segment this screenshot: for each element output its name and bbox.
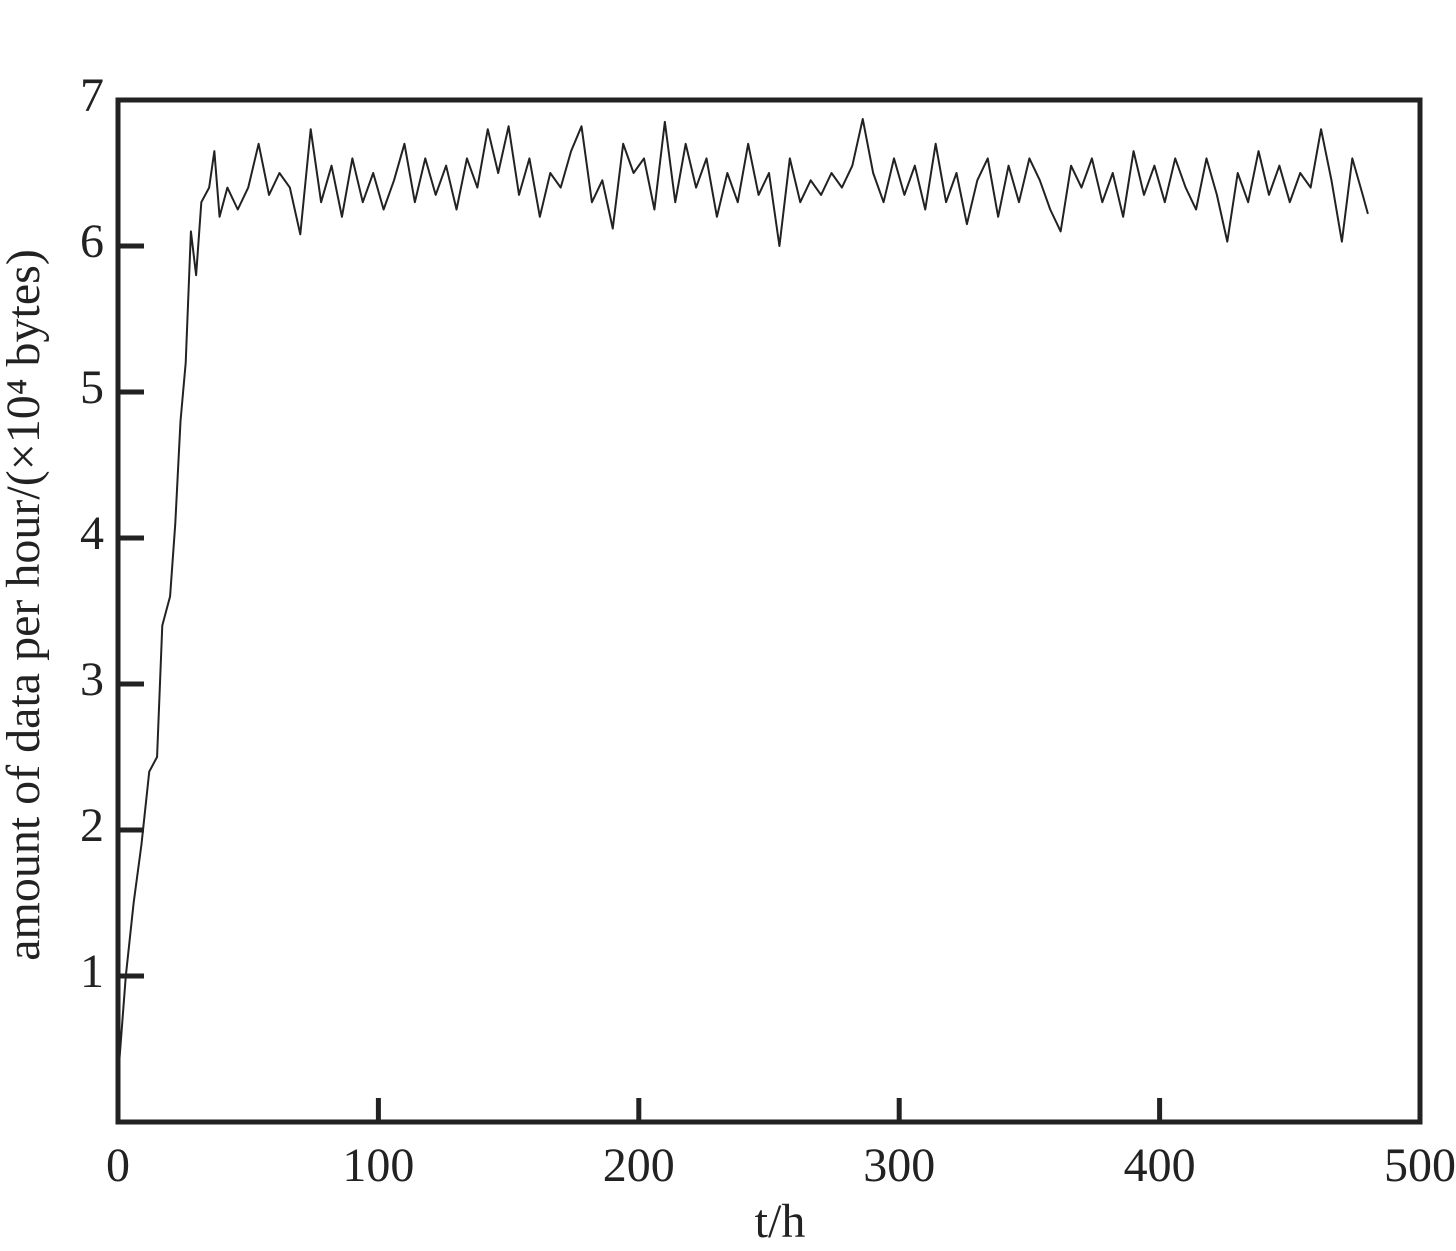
y-axis-label: amount of data per hour/(×10⁴ bytes) [0, 249, 50, 961]
y-tick-label: 7 [80, 69, 104, 122]
y-tick-label: 2 [80, 799, 104, 852]
x-tick-label: 400 [1124, 1139, 1196, 1192]
x-tick-label: 300 [863, 1139, 935, 1192]
x-tick-label: 0 [106, 1139, 130, 1192]
y-tick-label: 1 [80, 945, 104, 998]
plot-frame [115, 97, 1423, 1125]
y-tick-label: 6 [80, 215, 104, 268]
x-tick-label: 200 [603, 1139, 675, 1192]
x-tick-label: 100 [342, 1139, 414, 1192]
x-axis-label: t/h [755, 1195, 806, 1246]
y-tick-label: 4 [80, 507, 104, 560]
y-tick-label: 3 [80, 653, 104, 706]
x-tick-label: 500 [1384, 1139, 1456, 1192]
y-tick-label: 5 [80, 361, 104, 414]
data-line [117, 117, 1369, 1079]
